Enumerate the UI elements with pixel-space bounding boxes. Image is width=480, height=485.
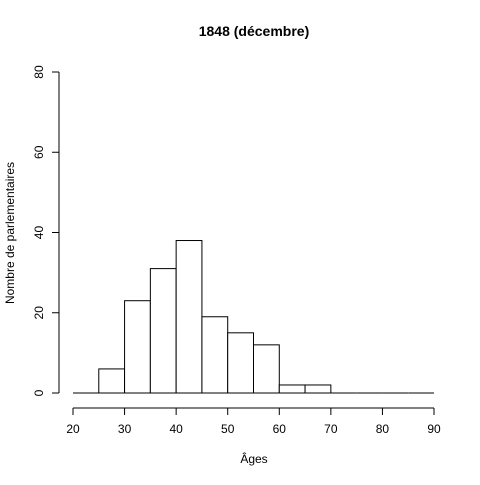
- histogram-bar: [227, 332, 254, 394]
- histogram-bar: [278, 384, 306, 394]
- histogram-bar: [304, 384, 332, 394]
- y-tick-label: 20: [32, 306, 46, 320]
- bars-group: [73, 240, 434, 394]
- x-tick-label: 60: [273, 422, 287, 436]
- x-tick-label: 70: [324, 422, 338, 436]
- y-tick-label: 40: [32, 226, 46, 240]
- x-tick-label: 80: [376, 422, 390, 436]
- x-tick-label: 50: [221, 422, 235, 436]
- histogram-bar: [201, 316, 229, 394]
- x-tick-label: 40: [169, 422, 183, 436]
- histogram-bar: [124, 300, 151, 394]
- y-tick-label: 80: [32, 65, 46, 79]
- histogram-bar: [253, 344, 280, 394]
- x-axis-label: Âges: [240, 451, 267, 466]
- x-tick-label: 90: [427, 422, 441, 436]
- y-axis: 0 20 40 60 80: [32, 65, 60, 396]
- y-axis-label: Nombre de parlementaires: [3, 162, 17, 304]
- y-tick-label: 0: [32, 389, 46, 396]
- x-axis: 20 30 40 50 60 70 80 90: [66, 407, 441, 436]
- y-tick-label: 60: [32, 145, 46, 159]
- x-tick-label: 20: [66, 422, 80, 436]
- x-tick-label: 30: [118, 422, 132, 436]
- histogram-bar: [175, 240, 203, 394]
- histogram-bar: [98, 368, 126, 394]
- histogram-bar: [149, 268, 177, 394]
- chart-title: 1848 (décembre): [199, 23, 310, 39]
